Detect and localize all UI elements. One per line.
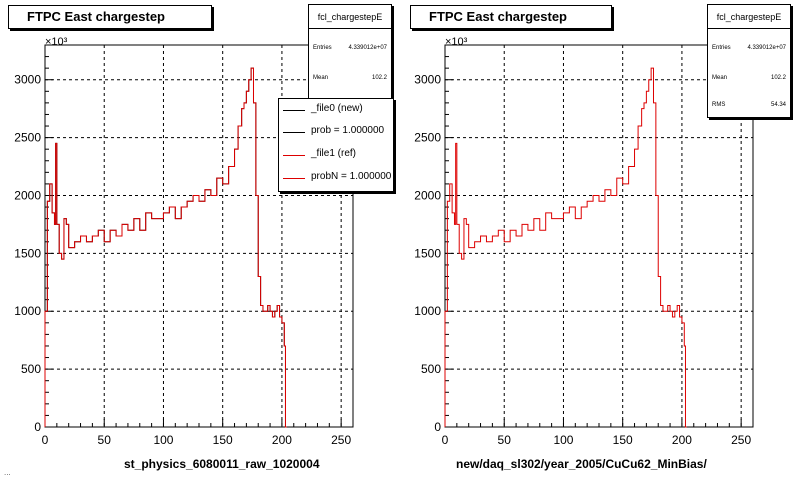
right-stats-row-entries: Entries 4.339012e+07 xyxy=(712,45,786,51)
right-x-tick-label: 200 xyxy=(672,433,692,447)
legend-entry: _file0 (new) xyxy=(279,101,393,121)
right-stats-box[interactable]: fcl_chargestepE Entries 4.339012e+07 Mea… xyxy=(707,4,791,118)
left-stats-entries-label: Entries xyxy=(313,45,332,51)
right-x-axis-label: new/daq_sl302/year_2005/CuCu62_MinBias/ xyxy=(456,457,707,471)
left-x-tick-label: 150 xyxy=(213,433,233,447)
right-x-tick-label: 100 xyxy=(553,433,573,447)
left-y-tick-label: 3000 xyxy=(14,73,41,87)
right-y-tick-label: 1000 xyxy=(414,304,441,318)
right-y-exponent: ×10³ xyxy=(445,36,468,48)
right-x-tick-label: 250 xyxy=(731,433,751,447)
footer-text: ... xyxy=(4,468,11,477)
right-stats-rms-value: 54.34 xyxy=(770,102,786,108)
left-x-tick-label: 250 xyxy=(331,433,351,447)
right-stats-rms-label: RMS xyxy=(712,102,726,108)
right-y-tick-label: 3000 xyxy=(414,73,441,87)
left-y-tick-label: 2500 xyxy=(14,131,41,145)
right-plot-title-text: FTPC East chargestep xyxy=(429,9,567,24)
right-stats-name: fcl_chargestepE xyxy=(708,5,790,29)
right-plot-title: FTPC East chargestep xyxy=(410,5,612,29)
right-y-tick-label: 500 xyxy=(421,362,441,376)
left-y-tick-label: 500 xyxy=(21,362,41,376)
right-x-tick-label: 0 xyxy=(442,433,449,447)
legend-label: prob = 1.000000 xyxy=(311,125,385,136)
left-stats-mean-label: Mean xyxy=(313,75,329,81)
legend-entry: _file1 (ref) xyxy=(279,146,393,166)
right-stats-mean-value: 102.2 xyxy=(770,75,786,81)
left-y-tick-label: 0 xyxy=(34,420,41,434)
right-x-tick-label: 50 xyxy=(498,433,512,447)
legend-swatch xyxy=(283,178,305,179)
left-series-line-1 xyxy=(44,67,287,428)
legend-entry: prob = 1.000000 xyxy=(279,123,393,143)
left-x-axis-label: st_physics_6080011_raw_1020004 xyxy=(124,457,320,471)
left-x-tick-label: 100 xyxy=(153,433,173,447)
left-stats-entries-value: 4.339012e+07 xyxy=(348,45,387,51)
right-stats-entries-value: 4.339012e+07 xyxy=(747,45,786,51)
left-x-tick-label: 50 xyxy=(98,433,112,447)
left-stats-row-mean: Mean 102.2 xyxy=(313,75,387,81)
right-x-tick-label: 150 xyxy=(613,433,633,447)
left-histogram-pad: 0 50 100 150 200 250 0 500 1000 1500 2000 2500 3000 … xyxy=(8,4,394,471)
left-y-tick-label: 1500 xyxy=(14,246,41,260)
right-y-tick-label: 2000 xyxy=(414,188,441,202)
left-stats-name: fcl_chargestepE xyxy=(309,5,391,29)
right-histogram-pad: 0 50 100 150 200 250 0 500 1000 1500 2000 2500 3000 … xyxy=(400,0,800,480)
left-y-exponent: ×10³ xyxy=(45,36,68,48)
left-plot-title: FTPC East chargestep xyxy=(8,5,212,29)
right-series-line-0 xyxy=(444,67,687,428)
right-y-tick-label: 0 xyxy=(434,420,441,434)
left-stats-box[interactable]: fcl_chargestepE Entries 4.339012e+07 Mea… xyxy=(308,4,392,104)
left-x-tick-label: 0 xyxy=(42,433,49,447)
left-plot-title-text: FTPC East chargestep xyxy=(27,9,165,24)
left-y-tick-label: 2000 xyxy=(14,188,41,202)
right-y-tick-label: 1500 xyxy=(414,246,441,260)
right-y-tick-label: 2500 xyxy=(414,131,441,145)
left-x-tick-label: 200 xyxy=(272,433,292,447)
left-stats-row-entries: Entries 4.339012e+07 xyxy=(313,45,387,51)
legend-label: _file0 (new) xyxy=(311,103,363,114)
legend-label: _file1 (ref) xyxy=(311,148,357,159)
legend-swatch xyxy=(283,155,305,156)
right-stats-mean-label: Mean xyxy=(712,75,728,81)
left-y-tick-label: 1000 xyxy=(14,304,41,318)
legend-box[interactable]: _file0 (new) prob = 1.000000 _file1 (ref… xyxy=(278,98,394,192)
legend-swatch xyxy=(283,110,305,111)
left-stats-mean-value: 102.2 xyxy=(371,75,387,81)
legend-entry: probN = 1.000000 xyxy=(279,169,393,189)
right-stats-entries-label: Entries xyxy=(712,45,731,51)
right-stats-row-rms: RMS 54.34 xyxy=(712,102,786,108)
legend-label: probN = 1.000000 xyxy=(311,171,392,182)
legend-swatch xyxy=(283,132,305,133)
right-stats-row-mean: Mean 102.2 xyxy=(712,75,786,81)
